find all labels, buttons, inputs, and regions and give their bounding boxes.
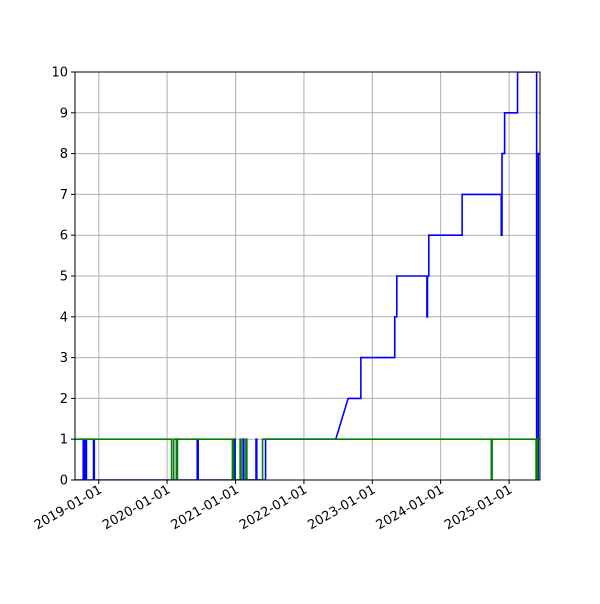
x-tick-label: 2025-01-01 — [442, 482, 515, 533]
y-tick-label: 9 — [60, 106, 68, 121]
x-tick-label: 2023-01-01 — [305, 482, 378, 533]
x-tick-label: 2022-01-01 — [237, 482, 310, 533]
x-tick-label: 2021-01-01 — [169, 482, 242, 533]
y-tick-label: 7 — [60, 188, 68, 203]
series-layer — [75, 72, 540, 480]
y-tick-label: 4 — [60, 310, 68, 325]
x-tick-label: 2024-01-01 — [374, 482, 447, 533]
y-tick-label: 5 — [60, 270, 68, 285]
x-tick-label: 2019-01-01 — [32, 482, 105, 533]
y-tick-label: 1 — [60, 433, 68, 448]
series-line-2 — [75, 438, 540, 480]
y-tick-label: 8 — [60, 147, 68, 162]
grid — [75, 71, 540, 481]
y-tick-label: 0 — [60, 474, 68, 489]
x-tick-label: 2020-01-01 — [100, 482, 173, 533]
y-tick-label: 10 — [51, 66, 68, 81]
ticks: 0 1 2 3 4 5 6 7 8 9 10 2019-01-012020-01-012021-01-… — [32, 66, 515, 534]
y-tick-label: 2 — [60, 392, 68, 407]
y-tick-label: 6 — [60, 229, 68, 244]
series-line-1 — [75, 72, 540, 480]
y-tick-label: 3 — [60, 351, 68, 366]
